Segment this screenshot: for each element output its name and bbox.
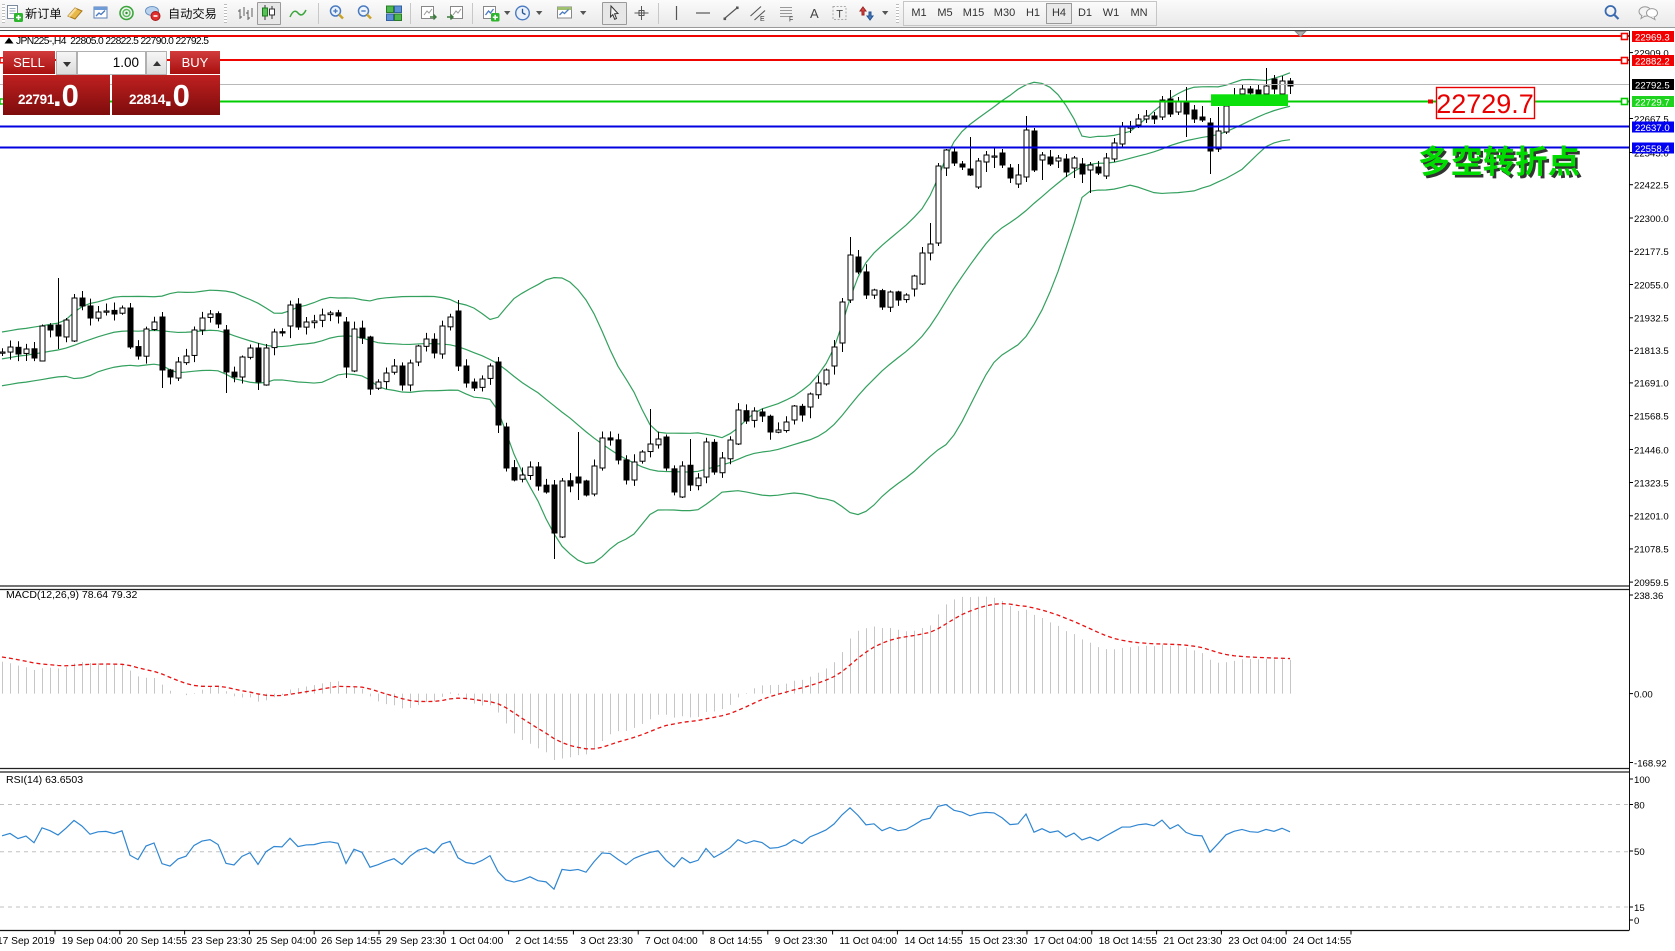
svg-text:MACD(12,26,9) 78.64 79.32: MACD(12,26,9) 78.64 79.32: [6, 589, 137, 601]
svg-text:26 Sep 14:55: 26 Sep 14:55: [321, 936, 382, 947]
svg-text:22729.7: 22729.7: [1436, 89, 1534, 119]
svg-text:1 Oct 04:00: 1 Oct 04:00: [451, 936, 504, 947]
svg-text:T: T: [836, 9, 843, 21]
svg-text:21078.5: 21078.5: [1634, 545, 1669, 556]
svg-text:21691.0: 21691.0: [1634, 379, 1669, 390]
svg-text:0.00: 0.00: [1634, 689, 1653, 700]
svg-text:2 Oct 14:55: 2 Oct 14:55: [515, 936, 568, 947]
svg-text:14 Oct 14:55: 14 Oct 14:55: [904, 936, 963, 947]
svg-text:F: F: [789, 17, 793, 24]
svg-text:80: 80: [1634, 800, 1645, 811]
svg-text:JPN225-,H4 22805.0 22822.5 22: JPN225-,H4 22805.0 22822.5 22790.0 22792…: [16, 36, 209, 47]
svg-text:22177.5: 22177.5: [1634, 247, 1669, 258]
svg-text:18 Oct 14:55: 18 Oct 14:55: [1099, 936, 1158, 947]
svg-text:22969.3: 22969.3: [1635, 32, 1670, 43]
svg-text:22300.0: 22300.0: [1634, 214, 1669, 225]
svg-text:8 Oct 14:55: 8 Oct 14:55: [710, 936, 763, 947]
svg-text:20959.5: 20959.5: [1634, 578, 1669, 589]
svg-text:29 Sep 23:30: 29 Sep 23:30: [386, 936, 447, 947]
svg-text:50: 50: [1634, 847, 1645, 858]
svg-text:21323.5: 21323.5: [1634, 478, 1669, 489]
svg-text:23 Sep 23:30: 23 Sep 23:30: [191, 936, 252, 947]
svg-text:17 Oct 04:00: 17 Oct 04:00: [1034, 936, 1093, 947]
svg-text:100: 100: [1634, 775, 1650, 786]
svg-text:22792.5: 22792.5: [1635, 80, 1670, 91]
svg-text:22882.2: 22882.2: [1635, 56, 1670, 67]
svg-text:25 Sep 04:00: 25 Sep 04:00: [256, 936, 317, 947]
svg-text:22558.4: 22558.4: [1635, 144, 1670, 155]
svg-text:238.36: 238.36: [1634, 591, 1663, 602]
svg-text:22729.7: 22729.7: [1635, 97, 1670, 108]
svg-text:22637.0: 22637.0: [1635, 123, 1670, 134]
svg-text:E: E: [760, 16, 765, 23]
svg-text:11 Oct 04:00: 11 Oct 04:00: [839, 936, 897, 947]
svg-text:22909.0: 22909.0: [1634, 48, 1669, 59]
svg-text:22545.0: 22545.0: [1634, 148, 1669, 159]
svg-text:23 Oct 04:00: 23 Oct 04:00: [1228, 936, 1287, 947]
svg-text:15 Oct 23:30: 15 Oct 23:30: [969, 936, 1028, 947]
svg-text:21932.5: 21932.5: [1634, 314, 1669, 325]
svg-text:24 Oct 14:55: 24 Oct 14:55: [1293, 936, 1352, 947]
svg-text:20 Sep 14:55: 20 Sep 14:55: [127, 936, 188, 947]
svg-text:-168.92: -168.92: [1634, 758, 1667, 769]
svg-text:7 Oct 04:00: 7 Oct 04:00: [645, 936, 698, 947]
svg-text:3 Oct 23:30: 3 Oct 23:30: [580, 936, 633, 947]
svg-text:0: 0: [1634, 916, 1639, 927]
svg-text:17 Sep 2019: 17 Sep 2019: [0, 936, 55, 947]
svg-text:22055.0: 22055.0: [1634, 280, 1669, 291]
svg-text:19 Sep 04:00: 19 Sep 04:00: [62, 936, 123, 947]
svg-text:21813.5: 21813.5: [1634, 346, 1669, 357]
svg-text:A: A: [810, 6, 819, 21]
svg-text:21201.0: 21201.0: [1634, 512, 1669, 523]
svg-text:21568.5: 21568.5: [1634, 411, 1669, 422]
svg-text:22422.5: 22422.5: [1634, 181, 1669, 192]
svg-text:21 Oct 23:30: 21 Oct 23:30: [1163, 936, 1222, 947]
svg-text:15: 15: [1634, 903, 1645, 914]
svg-text:9 Oct 23:30: 9 Oct 23:30: [775, 936, 828, 947]
svg-text:21446.0: 21446.0: [1634, 445, 1669, 456]
svg-text:22667.5: 22667.5: [1634, 114, 1669, 125]
svg-text:RSI(14) 63.6503: RSI(14) 63.6503: [6, 774, 83, 786]
